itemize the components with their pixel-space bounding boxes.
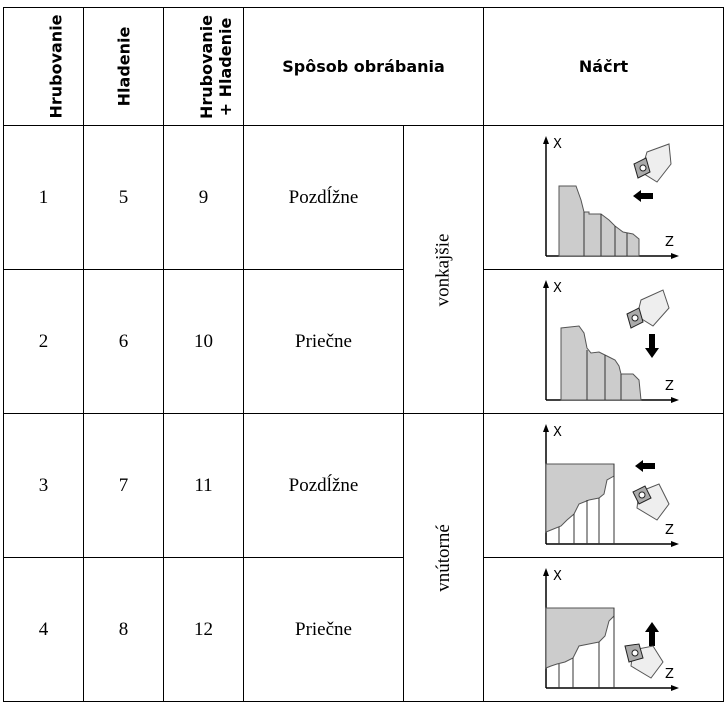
table-row: 4 8 12 Priečne X Z bbox=[3, 557, 724, 702]
table-row: 2 6 10 Priečne X Z bbox=[3, 269, 724, 414]
axis-z-label: Z bbox=[665, 523, 674, 538]
header-combo-line1: Hrubovanie bbox=[197, 14, 217, 119]
header-combo-line2: + Hladenie bbox=[216, 17, 236, 116]
sketch-outer-transverse: X Z bbox=[483, 269, 724, 414]
group-inner: vnútorné bbox=[403, 413, 484, 702]
cell-combined: 11 bbox=[163, 413, 244, 558]
sketch-inner-longitudinal: X Z bbox=[483, 413, 724, 558]
feed-arrow-left-icon bbox=[632, 189, 653, 202]
cutting-tool-icon bbox=[625, 288, 670, 329]
cell-finishing: 6 bbox=[83, 269, 164, 414]
header-hrubovanie: Hrubovanie bbox=[3, 7, 84, 126]
axis-z-label: Z bbox=[665, 379, 674, 394]
machining-table: Hrubovanie Hladenie Hrubovanie + Hladenie… bbox=[3, 7, 724, 702]
cell-finishing: 7 bbox=[83, 413, 164, 558]
cutting-tool-icon bbox=[632, 142, 672, 183]
cell-roughing: 2 bbox=[3, 269, 84, 414]
cell-roughing: 1 bbox=[3, 125, 84, 270]
axis-x-label: X bbox=[553, 569, 562, 584]
axis-z-label: Z bbox=[665, 667, 674, 682]
axis-x-label: X bbox=[553, 137, 562, 152]
cell-combined: 12 bbox=[163, 557, 244, 702]
cell-combined: 10 bbox=[163, 269, 244, 414]
cell-combined: 9 bbox=[163, 125, 244, 270]
cell-method: Priečne bbox=[243, 269, 404, 414]
cell-method: Pozdĺžne bbox=[243, 413, 404, 558]
cell-method: Pozdĺžne bbox=[243, 125, 404, 270]
table-row: 3 7 11 Pozdĺžne vnútorné X Z bbox=[3, 413, 724, 702]
header-sketch: Náčrt bbox=[483, 7, 724, 126]
header-hladenie: Hladenie bbox=[83, 7, 164, 126]
cell-finishing: 8 bbox=[83, 557, 164, 702]
header-combo: Hrubovanie + Hladenie bbox=[163, 7, 244, 126]
sketch-outer-longitudinal: X Z bbox=[483, 125, 724, 270]
axis-x-label: X bbox=[553, 425, 562, 440]
feed-arrow-up-icon bbox=[644, 621, 659, 646]
header-method: Spôsob obrábania bbox=[243, 7, 484, 126]
header-row: Hrubovanie Hladenie Hrubovanie + Hladenie… bbox=[3, 7, 724, 126]
cell-finishing: 5 bbox=[83, 125, 164, 270]
cutting-tool-icon bbox=[623, 642, 664, 679]
table-row: 1 5 9 Pozdĺžne vonkajšie X Z bbox=[3, 125, 724, 414]
sketch-inner-transverse: X Z bbox=[483, 557, 724, 702]
axis-z-label: Z bbox=[665, 235, 674, 250]
cell-roughing: 3 bbox=[3, 413, 84, 558]
cutting-tool-icon bbox=[631, 482, 670, 521]
feed-arrow-left-icon bbox=[634, 459, 655, 472]
feed-arrow-down-icon bbox=[644, 333, 659, 358]
group-outer: vonkajšie bbox=[403, 125, 484, 414]
axis-x-label: X bbox=[553, 281, 562, 296]
cell-method: Priečne bbox=[243, 557, 404, 702]
cell-roughing: 4 bbox=[3, 557, 84, 702]
